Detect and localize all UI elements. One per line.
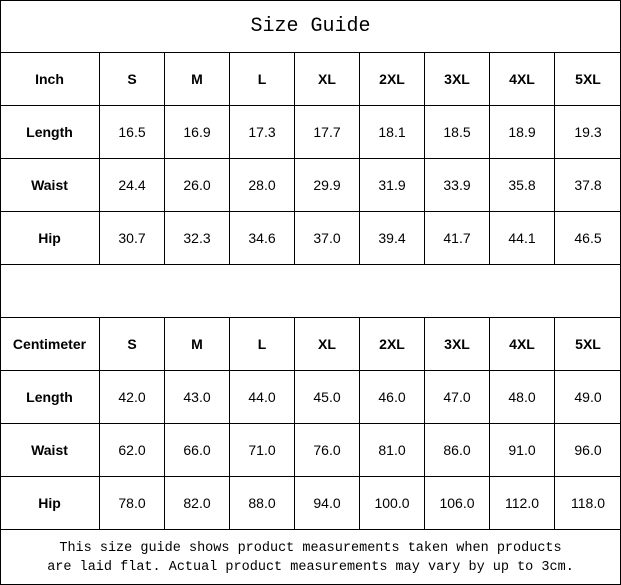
- measurement-value: 100.0: [360, 477, 425, 529]
- measurement-value: 47.0: [425, 371, 490, 423]
- unit-header: Centimeter: [0, 318, 100, 370]
- measurement-value: 18.1: [360, 106, 425, 158]
- measurement-value: 16.9: [165, 106, 230, 158]
- table-row: Waist 24.4 26.0 28.0 29.9 31.9 33.9 35.8 37.8: [0, 159, 621, 212]
- measurement-value: 29.9: [295, 159, 360, 211]
- size-header: 3XL: [425, 318, 490, 370]
- measurement-value: 31.9: [360, 159, 425, 211]
- centimeter-table: Centimeter S M L XL 2XL 3XL 4XL 5XL Length 42.0 43.…: [0, 318, 621, 530]
- measurement-value: 17.3: [230, 106, 295, 158]
- table-row: Length 42.0 43.0 44.0 45.0 46.0 47.0 48.0 49.0: [0, 371, 621, 424]
- table-row: Waist 62.0 66.0 71.0 76.0 81.0 86.0 91.0 96.0: [0, 424, 621, 477]
- measurement-value: 66.0: [165, 424, 230, 476]
- measurement-value: 96.0: [574, 442, 602, 458]
- size-header: 5XL: [575, 71, 601, 87]
- measurement-value: 24.4: [100, 159, 165, 211]
- measurement-value: 118.0: [571, 495, 605, 511]
- table-spacer: [0, 265, 621, 318]
- measurement-value: 26.0: [165, 159, 230, 211]
- table-header-row: Centimeter S M L XL 2XL 3XL 4XL 5XL: [0, 318, 621, 371]
- inch-table: Inch S M L XL 2XL 3XL 4XL 5XL Length 16.5 16.9 17.3 1…: [0, 53, 621, 265]
- measurement-label: Waist: [0, 424, 100, 476]
- measurement-value: 28.0: [230, 159, 295, 211]
- measurement-value: 30.7: [100, 212, 165, 264]
- measurement-value: 18.9: [490, 106, 555, 158]
- size-header: M: [165, 53, 230, 105]
- measurement-value: 112.0: [490, 477, 555, 529]
- measurement-label: Length: [0, 371, 100, 423]
- size-header: 5XL: [575, 336, 601, 352]
- measurement-label: Length: [0, 106, 100, 158]
- measurement-value: 94.0: [295, 477, 360, 529]
- table-header-row: Inch S M L XL 2XL 3XL 4XL 5XL: [0, 53, 621, 106]
- size-header: L: [230, 53, 295, 105]
- size-header: 3XL: [425, 53, 490, 105]
- measurement-value: 37.0: [295, 212, 360, 264]
- measurement-value: 49.0: [574, 389, 602, 405]
- measurement-value: 17.7: [295, 106, 360, 158]
- measurement-value: 34.6: [230, 212, 295, 264]
- measurement-value: 91.0: [490, 424, 555, 476]
- measurement-value: 32.3: [165, 212, 230, 264]
- measurement-value: 62.0: [100, 424, 165, 476]
- table-row: Length 16.5 16.9 17.3 17.7 18.1 18.5 18.9 19.3: [0, 106, 621, 159]
- measurement-value: 81.0: [360, 424, 425, 476]
- size-header: M: [165, 318, 230, 370]
- measurement-label: Waist: [0, 159, 100, 211]
- measurement-value: 82.0: [165, 477, 230, 529]
- size-header: S: [100, 53, 165, 105]
- measurement-value: 106.0: [425, 477, 490, 529]
- footer-line-1: This size guide shows product measuremen…: [59, 540, 562, 556]
- size-header: S: [100, 318, 165, 370]
- size-header: 4XL: [490, 318, 555, 370]
- measurement-value: 37.8: [574, 177, 602, 193]
- size-header: 2XL: [360, 53, 425, 105]
- measurement-value: 86.0: [425, 424, 490, 476]
- measurement-value: 78.0: [100, 477, 165, 529]
- measurement-value: 35.8: [490, 159, 555, 211]
- measurement-value: 42.0: [100, 371, 165, 423]
- measurement-value: 48.0: [490, 371, 555, 423]
- measurement-value: 45.0: [295, 371, 360, 423]
- size-header: XL: [295, 53, 360, 105]
- size-header: 4XL: [490, 53, 555, 105]
- table-row: Hip 78.0 82.0 88.0 94.0 100.0 106.0 112.0 118.0: [0, 477, 621, 530]
- page-title: Size Guide: [0, 0, 621, 53]
- measurement-value: 33.9: [425, 159, 490, 211]
- measurement-value: 19.3: [574, 124, 602, 140]
- measurement-value: 41.7: [425, 212, 490, 264]
- size-header: XL: [295, 318, 360, 370]
- measurement-label: Hip: [0, 212, 100, 264]
- measurement-value: 46.0: [360, 371, 425, 423]
- unit-header: Inch: [0, 53, 100, 105]
- measurement-value: 76.0: [295, 424, 360, 476]
- footer-note: This size guide shows product measuremen…: [0, 530, 621, 585]
- measurement-value: 39.4: [360, 212, 425, 264]
- measurement-value: 18.5: [425, 106, 490, 158]
- measurement-value: 44.1: [490, 212, 555, 264]
- measurement-value: 71.0: [230, 424, 295, 476]
- size-header: L: [230, 318, 295, 370]
- table-row: Hip 30.7 32.3 34.6 37.0 39.4 41.7 44.1 46.5: [0, 212, 621, 265]
- measurement-value: 88.0: [230, 477, 295, 529]
- measurement-label: Hip: [0, 477, 100, 529]
- measurement-value: 44.0: [230, 371, 295, 423]
- measurement-value: 46.5: [574, 230, 602, 246]
- size-header: 2XL: [360, 318, 425, 370]
- footer-line-2: are laid flat. Actual product measuremen…: [47, 559, 574, 575]
- measurement-value: 16.5: [100, 106, 165, 158]
- measurement-value: 43.0: [165, 371, 230, 423]
